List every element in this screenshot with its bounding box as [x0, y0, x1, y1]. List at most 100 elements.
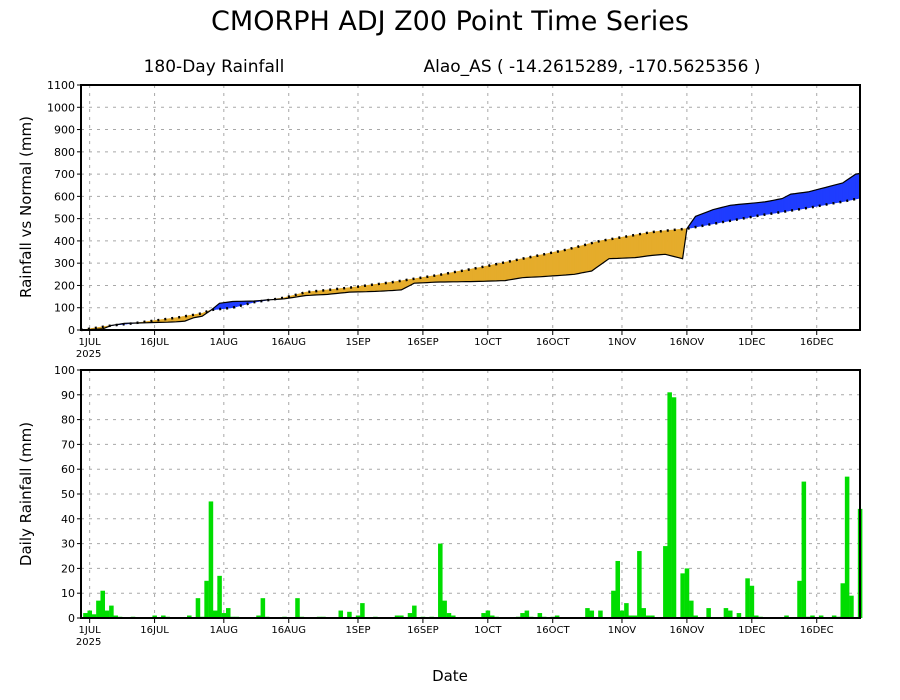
daily-y-tick-label: 90 — [61, 389, 75, 402]
difference-fill — [548, 252, 551, 277]
difference-fill — [822, 187, 826, 206]
daily-rainfall-bar — [680, 573, 685, 618]
difference-fill — [838, 183, 841, 203]
difference-fill — [732, 204, 735, 221]
difference-fill — [526, 257, 530, 278]
difference-fill — [641, 233, 644, 258]
difference-fill — [366, 284, 370, 293]
daily-x-tick-label: 16DEC — [800, 625, 834, 636]
cumulative-x-tick-label: 1JUL — [79, 337, 102, 348]
difference-fill — [541, 253, 545, 277]
daily-rainfall-bar — [736, 613, 742, 618]
difference-fill — [651, 231, 655, 256]
daily-rainfall-bar — [650, 615, 655, 618]
difference-fill — [660, 230, 664, 255]
difference-fill — [747, 203, 750, 218]
difference-fill — [725, 205, 729, 222]
difference-fill — [699, 213, 703, 227]
difference-fill — [459, 270, 463, 283]
daily-y-tick-label: 80 — [61, 414, 75, 427]
difference-fill — [734, 204, 737, 221]
difference-fill — [554, 251, 558, 277]
difference-fill — [478, 266, 482, 282]
difference-fill — [855, 173, 859, 200]
cumulative-x-tick-label: 1NOV — [608, 337, 637, 348]
daily-rainfall-bar — [689, 600, 694, 618]
difference-fill — [775, 199, 779, 214]
difference-fill — [325, 289, 328, 295]
daily-rainfall-bar — [161, 615, 166, 618]
difference-fill — [809, 190, 813, 208]
difference-fill — [786, 194, 789, 212]
cumulative-y-tick-label: 900 — [54, 124, 75, 137]
daily-rainfall-bar — [537, 613, 543, 618]
difference-fill — [751, 202, 755, 218]
difference-fill — [465, 269, 469, 282]
daily-rainfall-bar — [446, 613, 452, 618]
difference-fill — [628, 235, 631, 259]
daily-x-tick-label: 1JUL — [79, 625, 102, 636]
daily-x-tick-label: 16NOV — [670, 625, 705, 636]
cumulative-x-tick-label: 16DEC — [800, 337, 834, 348]
difference-fill — [481, 266, 484, 282]
daily-rainfall-bar — [753, 615, 759, 618]
daily-rainfall-bar — [412, 605, 417, 618]
difference-fill — [587, 243, 590, 273]
difference-fill — [712, 208, 716, 225]
difference-fill — [753, 202, 757, 217]
difference-fill — [835, 183, 839, 204]
cumulative-y-tick-label: 700 — [54, 168, 75, 181]
daily-x-tick-label: 1OCT — [474, 625, 502, 636]
difference-fill — [662, 230, 666, 255]
difference-fill — [615, 237, 618, 259]
difference-fill — [374, 283, 378, 292]
difference-fill — [697, 214, 701, 228]
difference-fill — [613, 237, 616, 259]
difference-fill — [413, 278, 417, 284]
daily-rainfall-bar — [749, 585, 755, 618]
difference-fill — [595, 241, 599, 269]
difference-fill — [457, 270, 460, 283]
difference-fill — [729, 204, 733, 222]
difference-fill — [359, 285, 363, 293]
difference-fill — [444, 273, 447, 283]
daily-rainfall-bar — [394, 615, 400, 618]
difference-fill — [727, 204, 731, 222]
daily-rainfall-bar — [399, 615, 404, 618]
difference-fill — [710, 209, 714, 225]
daily-rainfall-bar — [728, 610, 733, 618]
difference-fill — [749, 202, 753, 218]
cumulative-x-tick-label: 16NOV — [670, 337, 705, 348]
difference-fill — [571, 247, 575, 275]
cumulative-y-tick-label: 200 — [54, 279, 75, 292]
difference-fill — [840, 182, 843, 203]
difference-fill — [506, 261, 510, 281]
difference-fill — [227, 301, 231, 309]
difference-fill — [234, 301, 238, 308]
daily-rainfall-bar — [723, 608, 729, 618]
difference-fill — [494, 263, 497, 282]
difference-fill — [236, 301, 240, 308]
difference-fill — [695, 215, 699, 228]
difference-fill — [498, 262, 502, 282]
daily-rainfall-bar — [355, 615, 361, 618]
difference-fill — [543, 253, 547, 277]
difference-fill — [844, 179, 848, 202]
difference-fill — [574, 246, 577, 275]
difference-fill — [223, 302, 227, 309]
difference-fill — [777, 198, 781, 213]
x-axis-label: Date — [432, 667, 468, 685]
daily-rainfall-bar — [598, 610, 603, 618]
difference-fill — [853, 173, 856, 200]
daily-y-tick-label: 20 — [61, 562, 75, 575]
difference-fill — [818, 188, 822, 207]
difference-fill — [846, 177, 850, 202]
daily-x-tick-label: 16OCT — [536, 625, 571, 636]
difference-fill — [757, 202, 761, 217]
cumulative-y-tick-label: 100 — [54, 302, 75, 315]
difference-fill — [714, 208, 718, 224]
difference-fill — [645, 232, 649, 257]
difference-fill — [461, 270, 465, 283]
difference-fill — [799, 192, 802, 210]
difference-fill — [519, 258, 523, 279]
